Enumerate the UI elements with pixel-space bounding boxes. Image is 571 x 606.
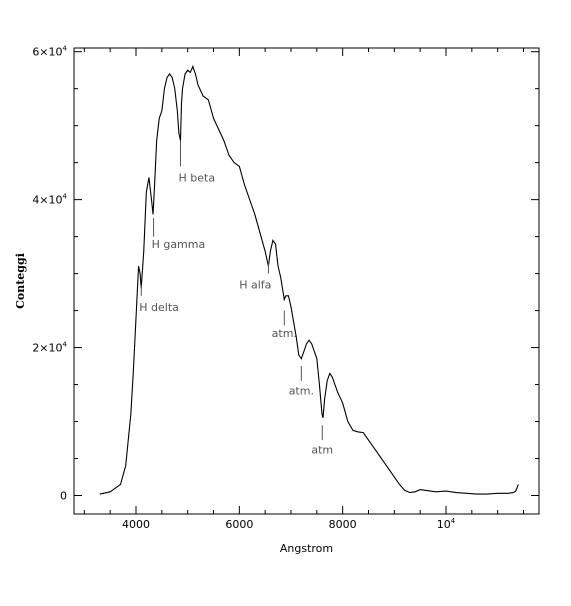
spectrum-line — [99, 64, 519, 495]
annotation-label: H alfa — [239, 279, 271, 292]
y-tick-label: 4×104 — [32, 193, 67, 207]
axis-tick-labels: 4000 6000 8000 104 0 2×104 4×104 6×104 — [32, 45, 455, 531]
x-tick-label: 4000 — [122, 518, 150, 531]
annotation-label: H gamma — [152, 238, 206, 251]
y-tick-label: 6×104 — [32, 45, 67, 59]
annotation-label: atm. — [289, 384, 314, 397]
x-tick-label: 8000 — [329, 518, 357, 531]
x-tick-label: 6000 — [225, 518, 253, 531]
annotation-label: H beta — [178, 171, 215, 184]
annotation-label: atm. — [272, 327, 297, 340]
spectral-line-annotations: H beta H gamma H delta H alfa atm. atm. atm — [139, 140, 333, 457]
y-axis-label: Conteggi — [14, 253, 27, 309]
axis-ticks — [74, 48, 539, 514]
x-axis-label: Angstrom — [280, 542, 333, 555]
annotation-label: atm — [311, 444, 333, 457]
plot-frame — [73, 47, 540, 515]
annotation-label: H delta — [139, 301, 179, 314]
y-tick-label: 0 — [60, 490, 67, 503]
x-tick-label: 104 — [437, 517, 456, 531]
y-tick-label: 2×104 — [32, 341, 67, 355]
